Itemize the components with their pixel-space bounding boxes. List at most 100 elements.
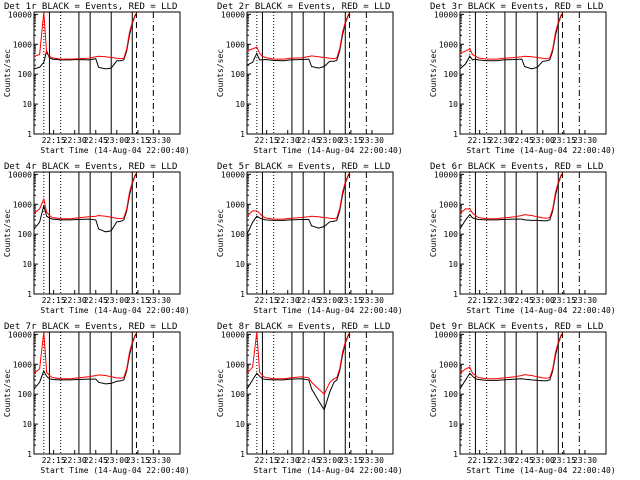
series-lld-line (246, 172, 350, 220)
y-tick-label: 100 (444, 70, 459, 79)
y-tick-label: 10 (22, 260, 32, 269)
x-tick-label: 22:45 (84, 136, 108, 145)
chart-panel-7: Det 7r BLACK = Events, RED = LLD 1 10 100 10… (3, 322, 190, 475)
x-tick-label: 23:00 (318, 456, 342, 465)
x-tick-label: 23:15 (552, 456, 576, 465)
x-tick-label: 23:30 (360, 296, 384, 305)
y-tick-label: 100 (18, 70, 33, 79)
chart-title: Det 5r BLACK = Events, RED = LLD (217, 162, 390, 172)
y-tick-label: 10 (22, 420, 32, 429)
x-axis-label: Start Time (14-Aug-04 22:00:40) (253, 146, 402, 155)
x-tick-label: 22:45 (297, 136, 321, 145)
x-axis-label: Start Time (14-Aug-04 22:00:40) (253, 306, 402, 315)
x-tick-label: 23:15 (552, 136, 576, 145)
chart-panel-9: Det 9r BLACK = Events, RED = LLD 1 10 100 10… (429, 322, 616, 475)
y-tick-label: 10 (235, 420, 245, 429)
y-axis-label: Counts/sec (429, 49, 438, 97)
x-tick-label: 22:30 (489, 136, 513, 145)
y-tick-label: 1000 (13, 360, 32, 369)
y-tick-label: 100 (444, 390, 459, 399)
x-tick-label: 23:00 (105, 456, 129, 465)
y-tick-label: 100 (231, 390, 246, 399)
x-tick-label: 23:15 (126, 136, 150, 145)
y-tick-label: 1 (240, 450, 245, 459)
chart-panel-6: Det 6r BLACK = Events, RED = LLD 1 10 100 10… (429, 162, 616, 315)
x-tick-label: 23:00 (318, 136, 342, 145)
x-tick-label: 23:00 (318, 296, 342, 305)
y-tick-label: 1000 (439, 40, 458, 49)
x-axis-label: Start Time (14-Aug-04 22:00:40) (40, 466, 189, 475)
chart-title: Det 7r BLACK = Events, RED = LLD (4, 322, 177, 332)
x-tick-label: 23:15 (126, 296, 150, 305)
y-tick-label: 1000 (226, 360, 245, 369)
x-tick-label: 23:15 (339, 136, 363, 145)
y-tick-label: 10 (22, 100, 32, 109)
series-lld-line (246, 12, 350, 60)
y-tick-label: 10000 (221, 10, 245, 19)
y-tick-label: 10000 (434, 10, 458, 19)
chart-title: Det 1r BLACK = Events, RED = LLD (4, 2, 177, 12)
y-tick-label: 1 (27, 130, 32, 139)
x-axis-label: Start Time (14-Aug-04 22:00:40) (466, 466, 615, 475)
x-axis-label: Start Time (14-Aug-04 22:00:40) (40, 306, 189, 315)
x-tick-label: 22:45 (510, 456, 534, 465)
plot-frame (459, 331, 607, 455)
y-axis-label: Counts/sec (429, 369, 438, 417)
y-tick-label: 1 (453, 290, 458, 299)
x-tick-label: 23:00 (105, 296, 129, 305)
x-tick-label: 23:00 (531, 456, 555, 465)
y-tick-label: 1000 (226, 200, 245, 209)
x-tick-label: 22:15 (255, 136, 279, 145)
chart-title: Det 2r BLACK = Events, RED = LLD (217, 2, 390, 12)
x-tick-label: 22:15 (255, 456, 279, 465)
series-lld-line (459, 172, 563, 220)
x-tick-label: 22:45 (84, 296, 108, 305)
y-tick-label: 10000 (434, 170, 458, 179)
chart-title: Det 9r BLACK = Events, RED = LLD (430, 322, 603, 332)
y-tick-label: 100 (444, 230, 459, 239)
y-tick-label: 1 (240, 290, 245, 299)
y-tick-label: 1000 (13, 40, 32, 49)
plot-frame (33, 331, 181, 455)
x-tick-label: 23:00 (105, 136, 129, 145)
y-tick-label: 100 (231, 70, 246, 79)
chart-title: Det 4r BLACK = Events, RED = LLD (4, 162, 177, 172)
y-tick-label: 1 (453, 130, 458, 139)
y-axis-label: Counts/sec (3, 49, 12, 97)
x-tick-label: 23:30 (147, 296, 171, 305)
x-tick-label: 22:30 (63, 136, 87, 145)
series-lld-line (459, 332, 563, 380)
y-tick-label: 1 (453, 450, 458, 459)
y-axis-label: Counts/sec (216, 209, 225, 257)
x-axis-label: Start Time (14-Aug-04 22:00:40) (40, 146, 189, 155)
x-tick-label: 23:00 (531, 296, 555, 305)
series-lld-line (33, 172, 137, 220)
plot-frame (33, 171, 181, 295)
x-tick-label: 23:30 (573, 136, 597, 145)
x-tick-label: 23:30 (360, 456, 384, 465)
x-tick-label: 23:30 (147, 456, 171, 465)
chart-title: Det 3r BLACK = Events, RED = LLD (430, 2, 603, 12)
x-axis-label: Start Time (14-Aug-04 22:00:40) (466, 306, 615, 315)
chart-panel-2: Det 2r BLACK = Events, RED = LLD 1 10 100 10… (216, 2, 403, 155)
x-tick-label: 23:00 (531, 136, 555, 145)
plot-frame (246, 331, 394, 455)
y-tick-label: 10 (235, 260, 245, 269)
y-tick-label: 1 (27, 290, 32, 299)
y-tick-label: 10 (448, 260, 458, 269)
y-tick-label: 10 (448, 100, 458, 109)
x-tick-label: 22:45 (297, 296, 321, 305)
x-tick-label: 22:15 (42, 296, 66, 305)
x-tick-label: 22:30 (276, 136, 300, 145)
y-tick-label: 10000 (221, 170, 245, 179)
y-tick-label: 100 (18, 390, 33, 399)
x-tick-label: 23:30 (360, 136, 384, 145)
chart-panel-3: Det 3r BLACK = Events, RED = LLD 1 10 100 10… (429, 2, 616, 155)
x-tick-label: 22:15 (468, 456, 492, 465)
y-tick-label: 10000 (221, 330, 245, 339)
x-axis-label: Start Time (14-Aug-04 22:00:40) (466, 146, 615, 155)
x-tick-label: 22:15 (42, 136, 66, 145)
y-axis-label: Counts/sec (3, 209, 12, 257)
series-lld-line (33, 11, 137, 60)
y-tick-label: 10 (235, 100, 245, 109)
